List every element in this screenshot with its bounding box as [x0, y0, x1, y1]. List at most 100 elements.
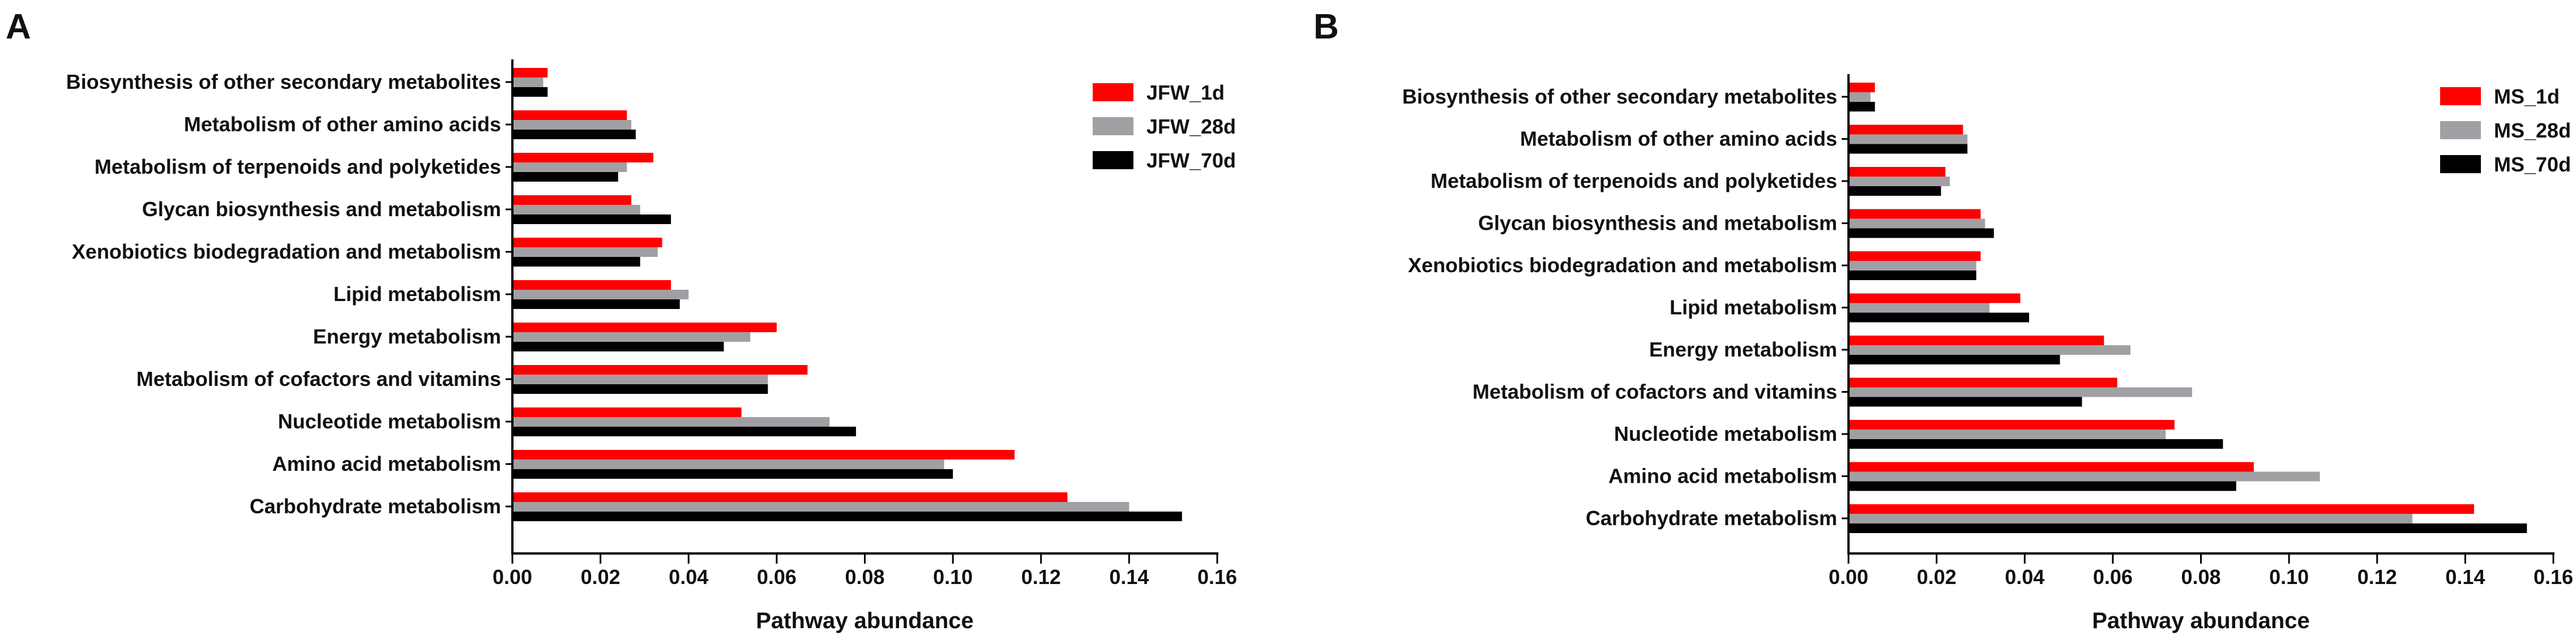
p2-bar-ms-70d: [1848, 186, 1941, 196]
p1-x-tick-label: 0.12: [1021, 565, 1061, 589]
p1-bar-jfw-28d: [512, 417, 830, 427]
p1-bar-jfw-70d: [512, 87, 548, 97]
p1-bar-jfw-1d: [512, 323, 777, 332]
p2-category-label: Metabolism of cofactors and vitamins: [1473, 380, 1837, 403]
p1-panel-label: A: [6, 7, 31, 46]
p2-legend-swatch: [2440, 121, 2481, 139]
p2-category-label: Metabolism of other amino acids: [1520, 127, 1837, 151]
p1-bar-jfw-1d: [512, 450, 1015, 460]
p1-x-tick-label: 0.10: [933, 565, 973, 589]
p2-legend-swatch: [2440, 87, 2481, 105]
p1-x-tick-label: 0.02: [581, 565, 621, 589]
p1-bar-jfw-70d: [512, 427, 856, 436]
p1-legend-label: JFW_28d: [1146, 115, 1236, 138]
p1-bar-jfw-28d: [512, 162, 627, 172]
p2-category-label: Nucleotide metabolism: [1614, 422, 1837, 445]
p2-x-tick-label: 0.06: [2093, 565, 2133, 589]
p2-bar-ms-1d: [1848, 83, 1875, 92]
p1-legend-label: JFW_70d: [1146, 149, 1236, 172]
p1-bar-jfw-1d: [512, 110, 627, 120]
p2-panel-label: B: [1313, 7, 1339, 46]
p1-bar-jfw-28d: [512, 375, 768, 384]
p2-bar-ms-28d: [1848, 471, 2320, 482]
p2-legend-swatch: [2440, 155, 2481, 173]
p1-x-tick-label: 0.14: [1109, 565, 1149, 589]
p1-bar-jfw-70d: [512, 214, 671, 224]
p2-x-tick-label: 0.08: [2181, 565, 2220, 589]
p2-x-tick-label: 0.02: [1917, 565, 1957, 589]
p2-bar-ms-70d: [1848, 312, 2030, 323]
p2-x-tick-label: 0.00: [1829, 565, 1868, 589]
p1-category-label: Metabolism of other amino acids: [184, 113, 501, 136]
p1-bar-jfw-70d: [512, 469, 953, 479]
p1-bar-jfw-28d: [512, 120, 632, 130]
p1-x-tick-label: 0.08: [845, 565, 884, 589]
p1-bar-jfw-1d: [512, 195, 632, 205]
p1-bar-jfw-1d: [512, 407, 742, 417]
p1-category-label: Nucleotide metabolism: [278, 410, 501, 433]
p2-bar-ms-1d: [1848, 124, 1963, 135]
p1-category-label: Glycan biosynthesis and metabolism: [142, 198, 501, 221]
p2-bar-ms-28d: [1848, 261, 1976, 271]
p1-bar-jfw-70d: [512, 384, 768, 394]
p2-category-label: Glycan biosynthesis and metabolism: [1478, 212, 1837, 235]
p1-bar-jfw-70d: [512, 257, 640, 267]
p1-x-axis-title: Pathway abundance: [756, 608, 974, 633]
p1-bar-jfw-28d: [512, 502, 1129, 512]
p1-category-label: Amino acid metabolism: [272, 452, 501, 475]
p2-x-tick-label: 0.14: [2445, 565, 2485, 589]
p2-bar-ms-1d: [1848, 504, 2474, 514]
p2-bar-ms-70d: [1848, 439, 2223, 449]
p2-bar-ms-28d: [1848, 303, 1989, 313]
p2-category-label: Biosynthesis of other secondary metaboli…: [1402, 85, 1837, 108]
p1-x-tick-label: 0.06: [757, 565, 797, 589]
p1-bar-jfw-28d: [512, 205, 640, 214]
p2-bar-ms-1d: [1848, 251, 1981, 261]
p1-x-tick-label: 0.16: [1197, 565, 1237, 589]
p2-legend-label: MS_70d: [2494, 153, 2571, 176]
p2-bar-ms-70d: [1848, 481, 2236, 491]
p1-bar-jfw-28d: [512, 332, 751, 342]
p2-bar-ms-70d: [1848, 102, 1875, 111]
p2-bar-ms-28d: [1848, 177, 1950, 186]
p2-x-tick-label: 0.04: [2005, 565, 2044, 589]
p2-legend-label: MS_28d: [2494, 119, 2571, 142]
p1-category-label: Metabolism of terpenoids and polyketides: [95, 155, 501, 178]
p2-bar-ms-70d: [1848, 523, 2527, 533]
p1-bar-jfw-28d: [512, 290, 689, 299]
p2-category-label: Lipid metabolism: [1670, 296, 1837, 319]
p1-x-tick-label: 0.04: [669, 565, 708, 589]
p1-legend-swatch: [1093, 83, 1133, 101]
p2-legend-label: MS_1d: [2494, 85, 2560, 108]
p2-bar-ms-1d: [1848, 420, 2175, 430]
p1-category-label: Metabolism of cofactors and vitamins: [136, 367, 501, 390]
p2-bar-ms-28d: [1848, 430, 2166, 439]
p2-x-tick-label: 0.16: [2534, 565, 2573, 589]
p2-bar-ms-70d: [1848, 228, 1994, 238]
p1-bar-jfw-70d: [512, 172, 618, 182]
p2-bar-ms-1d: [1848, 293, 2021, 303]
p1-bar-jfw-28d: [512, 460, 944, 469]
p1-bar-jfw-1d: [512, 68, 548, 78]
p2-bar-ms-1d: [1848, 377, 2117, 388]
p1-x-tick-label: 0.00: [493, 565, 532, 589]
p2-bar-ms-1d: [1848, 462, 2254, 472]
p2-category-label: Xenobiotics biodegradation and metabolis…: [1408, 254, 1837, 277]
p1-category-label: Xenobiotics biodegradation and metabolis…: [72, 240, 501, 263]
p2-x-axis-title: Pathway abundance: [2092, 608, 2310, 633]
p1-bar-jfw-1d: [512, 365, 808, 375]
p1-bar-jfw-1d: [512, 238, 662, 247]
p2-bar-ms-70d: [1848, 144, 1968, 154]
p1-bar-jfw-70d: [512, 342, 724, 351]
p1-bar-jfw-1d: [512, 492, 1068, 502]
p1-bar-jfw-70d: [512, 130, 636, 139]
p2-bar-ms-28d: [1848, 218, 1986, 229]
p1-bar-jfw-70d: [512, 512, 1182, 521]
p2-bar-ms-28d: [1848, 514, 2412, 523]
p2-bar-ms-28d: [1848, 345, 2130, 355]
p2-bar-ms-28d: [1848, 134, 1968, 144]
p2-category-label: Metabolism of terpenoids and polyketides: [1431, 169, 1837, 192]
p2-category-label: Amino acid metabolism: [1608, 465, 1837, 488]
